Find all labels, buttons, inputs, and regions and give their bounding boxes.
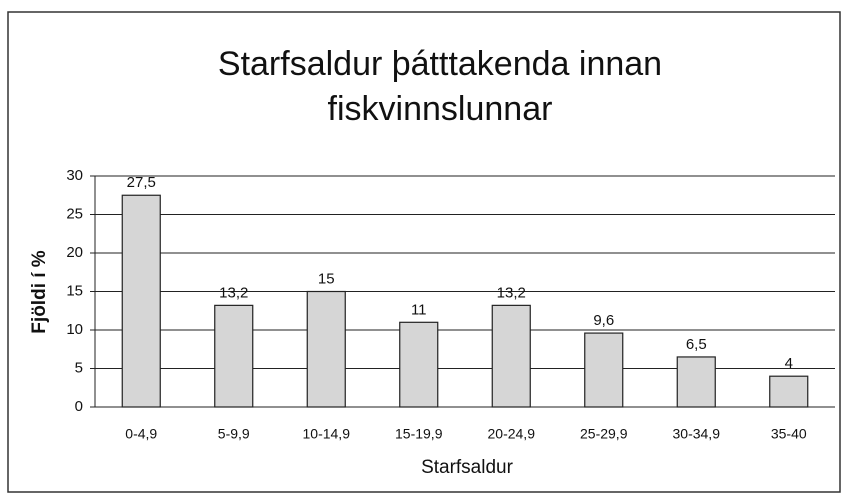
x-tick-label: 10-14,9: [303, 426, 351, 442]
y-tick-label: 0: [75, 398, 83, 415]
data-label: 6,5: [686, 336, 707, 353]
y-axis-label: Fjöldi í %: [29, 250, 50, 333]
y-tick-label: 10: [66, 321, 83, 338]
data-label: 4: [785, 355, 793, 372]
x-tick-label: 15-19,9: [395, 426, 443, 442]
x-axis-label: Starfsaldur: [421, 457, 514, 478]
y-tick-label: 5: [75, 359, 83, 376]
data-label: 9,6: [593, 312, 614, 329]
bar: [214, 304, 254, 408]
data-label: 11: [411, 301, 427, 318]
data-label: 13,2: [219, 284, 248, 301]
data-label: 13,2: [497, 284, 526, 301]
bar: [584, 332, 624, 408]
y-tick-label: 25: [66, 205, 83, 222]
bar: [121, 194, 161, 408]
x-tick-label: 35-40: [771, 426, 807, 442]
bar: [676, 356, 716, 408]
bar: [769, 375, 809, 408]
x-tick-label: 0-4,9: [125, 426, 157, 442]
y-tick-label: 20: [66, 244, 83, 261]
bar: [399, 321, 439, 408]
bar: [306, 290, 346, 408]
data-label: 27,5: [127, 174, 156, 191]
bar: [491, 304, 531, 408]
chart-title: fiskvinnslunnar: [328, 90, 553, 128]
y-tick-label: 15: [66, 282, 83, 299]
y-tick-label: 30: [66, 167, 83, 184]
chart-title: Starfsaldur þátttakenda innan: [218, 45, 662, 83]
x-tick-label: 20-24,9: [488, 426, 536, 442]
x-tick-label: 5-9,9: [218, 426, 250, 442]
frame: [7, 11, 841, 493]
x-tick-label: 25-29,9: [580, 426, 628, 442]
x-tick-label: 30-34,9: [673, 426, 721, 442]
data-label: 15: [318, 270, 335, 287]
